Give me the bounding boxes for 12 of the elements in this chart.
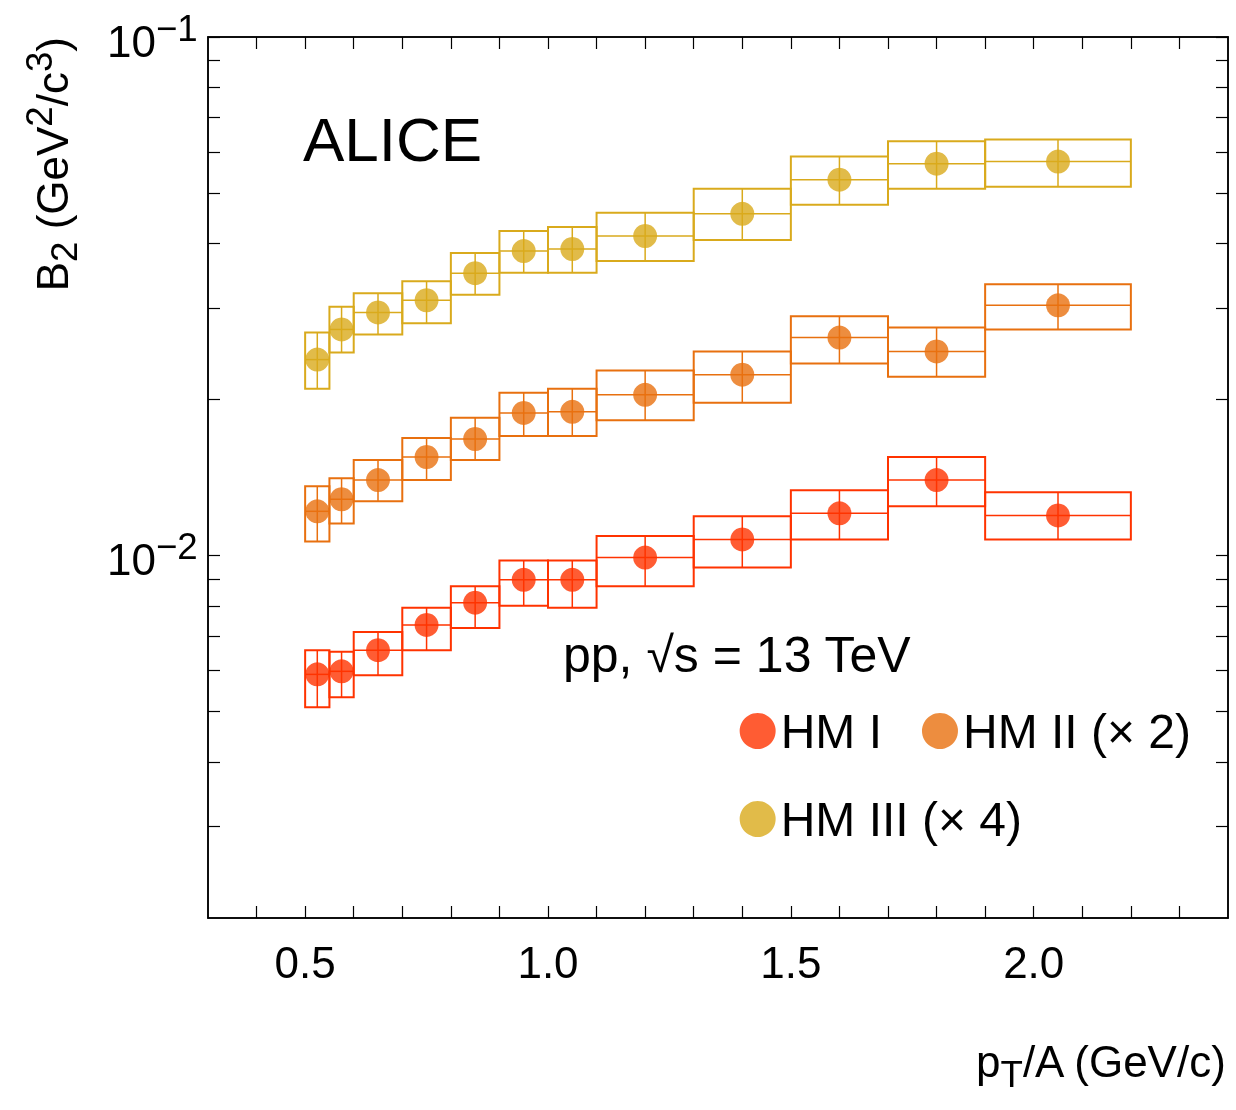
legend-label: HM II (× 2) xyxy=(962,704,1192,758)
x-tick-label: 1.0 xyxy=(517,937,579,987)
legend-label: HM III (× 4) xyxy=(780,792,1023,846)
x-axis-title: p$_{T}$/A (GeV/c) xyxy=(976,1037,1226,1095)
x-tick-label: 1.5 xyxy=(760,937,822,987)
x-tick-label: 0.5 xyxy=(274,937,336,987)
y-tick-label: 10$^{−2}$ xyxy=(107,526,198,584)
annotation: ALICE xyxy=(303,104,483,174)
y-tick-label: 10$^{−1}$ xyxy=(107,7,198,66)
legend-label: HM I xyxy=(780,704,882,758)
x-tick-label: 2.0 xyxy=(1003,937,1065,987)
annotation: pp, √s = 13 TeV xyxy=(563,627,912,683)
